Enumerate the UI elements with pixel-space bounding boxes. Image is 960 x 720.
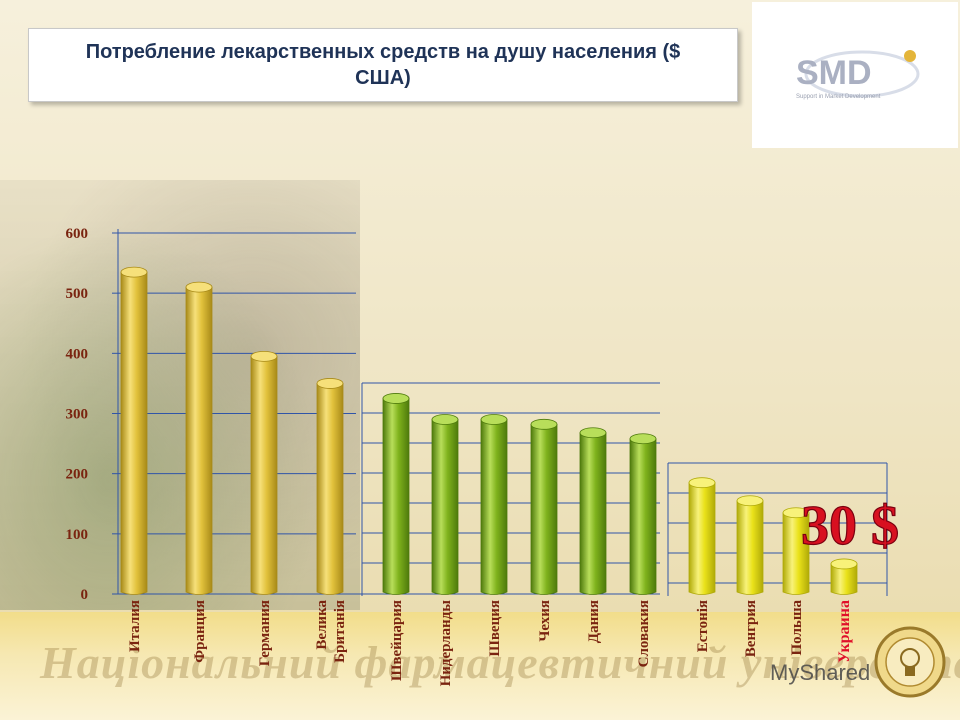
bottom-band: [0, 612, 960, 720]
bar: [480, 419, 508, 595]
x-tick-label: Нидерланды: [438, 600, 454, 687]
bar-top: [629, 433, 657, 445]
x-tick-label: Чехия: [537, 600, 553, 642]
bar-top: [431, 414, 459, 425]
x-tick-label: Швеция: [487, 600, 503, 657]
bar: [688, 482, 716, 595]
bar-top: [185, 281, 213, 293]
bar: [185, 286, 213, 595]
x-tick-label: Франция: [192, 600, 208, 663]
bar-top: [688, 477, 716, 489]
bar-top: [316, 378, 344, 389]
bar-top: [782, 507, 810, 519]
bar: [250, 355, 278, 595]
bar: [830, 563, 858, 595]
x-tick-label: Украина: [836, 600, 853, 663]
y-tick-label: 500: [66, 286, 89, 302]
bar: [316, 383, 344, 595]
annotation-30-dollars: 30 $: [801, 495, 899, 557]
background-photo: [0, 180, 360, 610]
y-tick-label: 600: [66, 226, 89, 242]
bar-top: [530, 418, 558, 430]
bar: [120, 271, 148, 595]
smd-logo-tagline: Support in Market Development: [796, 94, 881, 100]
bar: [736, 500, 764, 595]
bar: [382, 398, 410, 595]
y-tick-label: 0: [81, 587, 89, 603]
y-tick-label: 300: [66, 407, 89, 423]
y-tick-label: 100: [66, 527, 89, 543]
bar-top: [250, 350, 278, 362]
bar-top: [120, 266, 148, 278]
y-tick-label: 200: [66, 467, 89, 483]
x-tick-label: Италия: [127, 600, 143, 652]
university-banner-text: Національний фармацевтичний університет: [40, 637, 960, 688]
x-tick-label: Венгрия: [743, 600, 759, 657]
title-box: Потребление лекарственных средств на душ…: [28, 28, 738, 102]
bar: [782, 512, 810, 595]
x-tick-label: Швейцария: [389, 600, 405, 681]
page-title: Потребление лекарственных средств на душ…: [85, 41, 681, 89]
x-tick-label: Естонія: [695, 600, 711, 652]
bar-top: [830, 558, 858, 570]
smd-logo-icon: [804, 50, 920, 98]
bar-top: [736, 495, 764, 507]
x-tick-label: Польша: [789, 600, 805, 656]
smd-logo-text: SMD: [796, 54, 872, 92]
smd-logo: SMD Support in Market Development: [752, 2, 958, 148]
bar-top: [480, 414, 508, 425]
x-tick-label: Дания: [586, 600, 602, 643]
university-seal-icon: [874, 626, 946, 698]
watermark-myshared: MyShared: [770, 660, 871, 685]
bar: [530, 423, 558, 595]
bar: [579, 432, 607, 595]
x-tick-label: Словакия: [636, 600, 652, 667]
x-tick-label: Британія: [332, 600, 348, 663]
x-tick-label: Германия: [257, 600, 273, 666]
x-tick-label: Велика: [314, 600, 330, 650]
bar: [431, 419, 459, 595]
bar-top: [382, 393, 410, 404]
bar: [629, 438, 657, 595]
bar-top: [579, 427, 607, 439]
y-tick-label: 400: [66, 346, 89, 362]
